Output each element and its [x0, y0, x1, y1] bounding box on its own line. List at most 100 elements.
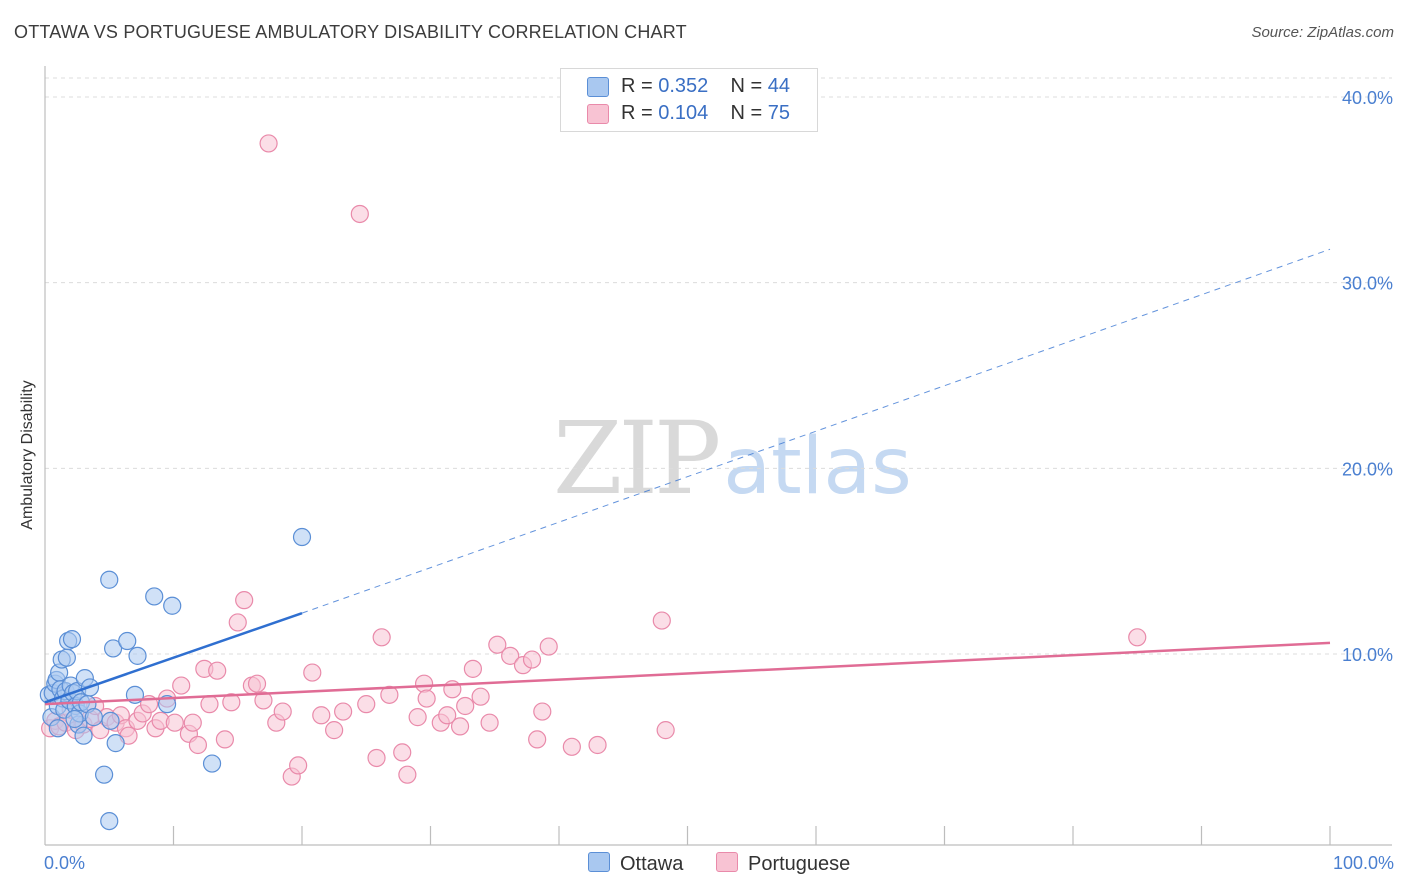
bottom-legend-swatch-ottawa — [588, 852, 610, 872]
chart-title: OTTAWA VS PORTUGUESE AMBULATORY DISABILI… — [14, 22, 687, 42]
portuguese-point — [165, 713, 184, 732]
portuguese-point — [273, 702, 292, 721]
ottawa-point — [106, 734, 125, 753]
watermark-zip: ZIP — [553, 400, 721, 517]
portuguese-point — [334, 702, 353, 721]
legend-r-label: R = — [621, 75, 653, 97]
tick-labels: 10.0% 20.0% 30.0% 40.0% 0.0% 100.0% — [44, 88, 1394, 873]
ottawa-point — [57, 648, 76, 667]
portuguese-point — [528, 730, 547, 749]
ottawa-point — [48, 719, 67, 738]
ottawa-point — [100, 570, 119, 589]
legend-r-label: R = — [621, 102, 653, 124]
portuguese-point — [208, 661, 227, 680]
portuguese-point — [172, 676, 191, 695]
portuguese-point — [289, 756, 308, 775]
bottom-legend-label-portuguese: Portuguese — [748, 853, 851, 875]
portuguese-point — [522, 650, 542, 669]
portuguese-point — [1128, 628, 1147, 647]
portuguese-point — [463, 659, 483, 678]
ottawa-point — [157, 695, 177, 714]
ottawa-point — [84, 708, 103, 727]
ottawa-point — [128, 646, 147, 665]
source-credit: Source: ZipAtlas.com — [1251, 24, 1394, 41]
portuguese-point — [228, 613, 247, 632]
y-tick-label: 20.0% — [1342, 459, 1393, 479]
y-tick-label: 40.0% — [1342, 88, 1393, 108]
ottawa-point — [74, 726, 93, 745]
legend-n-value-portuguese: 75 — [767, 102, 791, 124]
ottawa-point — [100, 811, 119, 831]
portuguese-point — [183, 713, 202, 732]
watermark-atlas: atlas — [723, 422, 912, 512]
x-tick-label: 100.0% — [1333, 853, 1394, 873]
portuguese-point — [414, 674, 434, 693]
portuguese-point — [450, 717, 470, 736]
portuguese-point — [247, 674, 267, 693]
portuguese-point — [562, 737, 581, 756]
correlation-legend: R = 0.352 N = 44 R = 0.104 N = 75 — [560, 68, 818, 132]
legend-r-value-ottawa: 0.352 — [658, 75, 709, 97]
portuguese-point — [303, 663, 322, 682]
portuguese-point — [372, 628, 391, 647]
portuguese-point — [259, 134, 278, 153]
legend-n-label: N = — [730, 75, 763, 97]
ottawa-point — [202, 754, 222, 773]
ottawa-point — [104, 639, 123, 658]
portuguese-point — [656, 721, 675, 740]
ottawa-trend-extension — [301, 248, 1331, 614]
ottawa-point — [163, 596, 182, 615]
portuguese-point — [398, 765, 417, 784]
portuguese-point — [501, 646, 520, 665]
y-tick-label: 30.0% — [1342, 274, 1393, 294]
legend-n-value-ottawa: 44 — [767, 75, 791, 97]
portuguese-point — [438, 706, 457, 725]
portuguese-point — [350, 204, 369, 224]
legend-swatch-portuguese — [587, 104, 609, 124]
portuguese-points — [41, 134, 1147, 786]
ottawa-point — [101, 711, 120, 730]
portuguese-point — [380, 685, 399, 704]
portuguese-point — [456, 696, 475, 716]
bottom-legend-portuguese: Portuguese — [716, 852, 850, 876]
portuguese-point — [539, 637, 558, 656]
portuguese-point — [235, 591, 254, 610]
ottawa-point — [145, 587, 164, 606]
legend-text-ottawa: R = 0.352 N = 44 — [621, 75, 790, 98]
legend-swatch-ottawa — [587, 77, 609, 97]
portuguese-point — [222, 693, 241, 712]
portuguese-trend-line — [44, 641, 1331, 706]
portuguese-point — [417, 689, 436, 708]
portuguese-point — [408, 708, 427, 727]
portuguese-point — [325, 721, 344, 740]
portuguese-point — [254, 691, 273, 710]
ottawa-point — [292, 527, 312, 547]
legend-n-label: N = — [730, 102, 763, 124]
portuguese-point — [367, 748, 386, 768]
portuguese-point — [588, 735, 607, 755]
ottawa-point — [118, 631, 137, 651]
trend-lines — [44, 248, 1331, 706]
bottom-legend-swatch-portuguese — [716, 852, 738, 872]
ottawa-point — [62, 630, 82, 649]
legend-r-value-portuguese: 0.104 — [658, 102, 709, 124]
portuguese-point — [188, 735, 208, 755]
portuguese-point — [393, 743, 412, 762]
bottom-legend-ottawa: Ottawa — [588, 852, 683, 876]
portuguese-point — [215, 730, 234, 749]
portuguese-point — [200, 695, 219, 714]
gridlines — [45, 77, 1392, 655]
portuguese-point — [652, 611, 671, 630]
legend-text-portuguese: R = 0.104 N = 75 — [621, 102, 790, 125]
portuguese-point — [533, 702, 552, 721]
x-tick-label: 0.0% — [44, 853, 85, 873]
portuguese-point — [471, 687, 490, 706]
ottawa-point — [95, 765, 114, 784]
portuguese-point — [480, 713, 499, 732]
axes — [44, 66, 1392, 846]
bottom-legend-label-ottawa: Ottawa — [620, 853, 684, 875]
portuguese-point — [488, 635, 507, 654]
ottawa-point — [65, 709, 84, 729]
watermark: ZIPatlas — [553, 400, 912, 517]
